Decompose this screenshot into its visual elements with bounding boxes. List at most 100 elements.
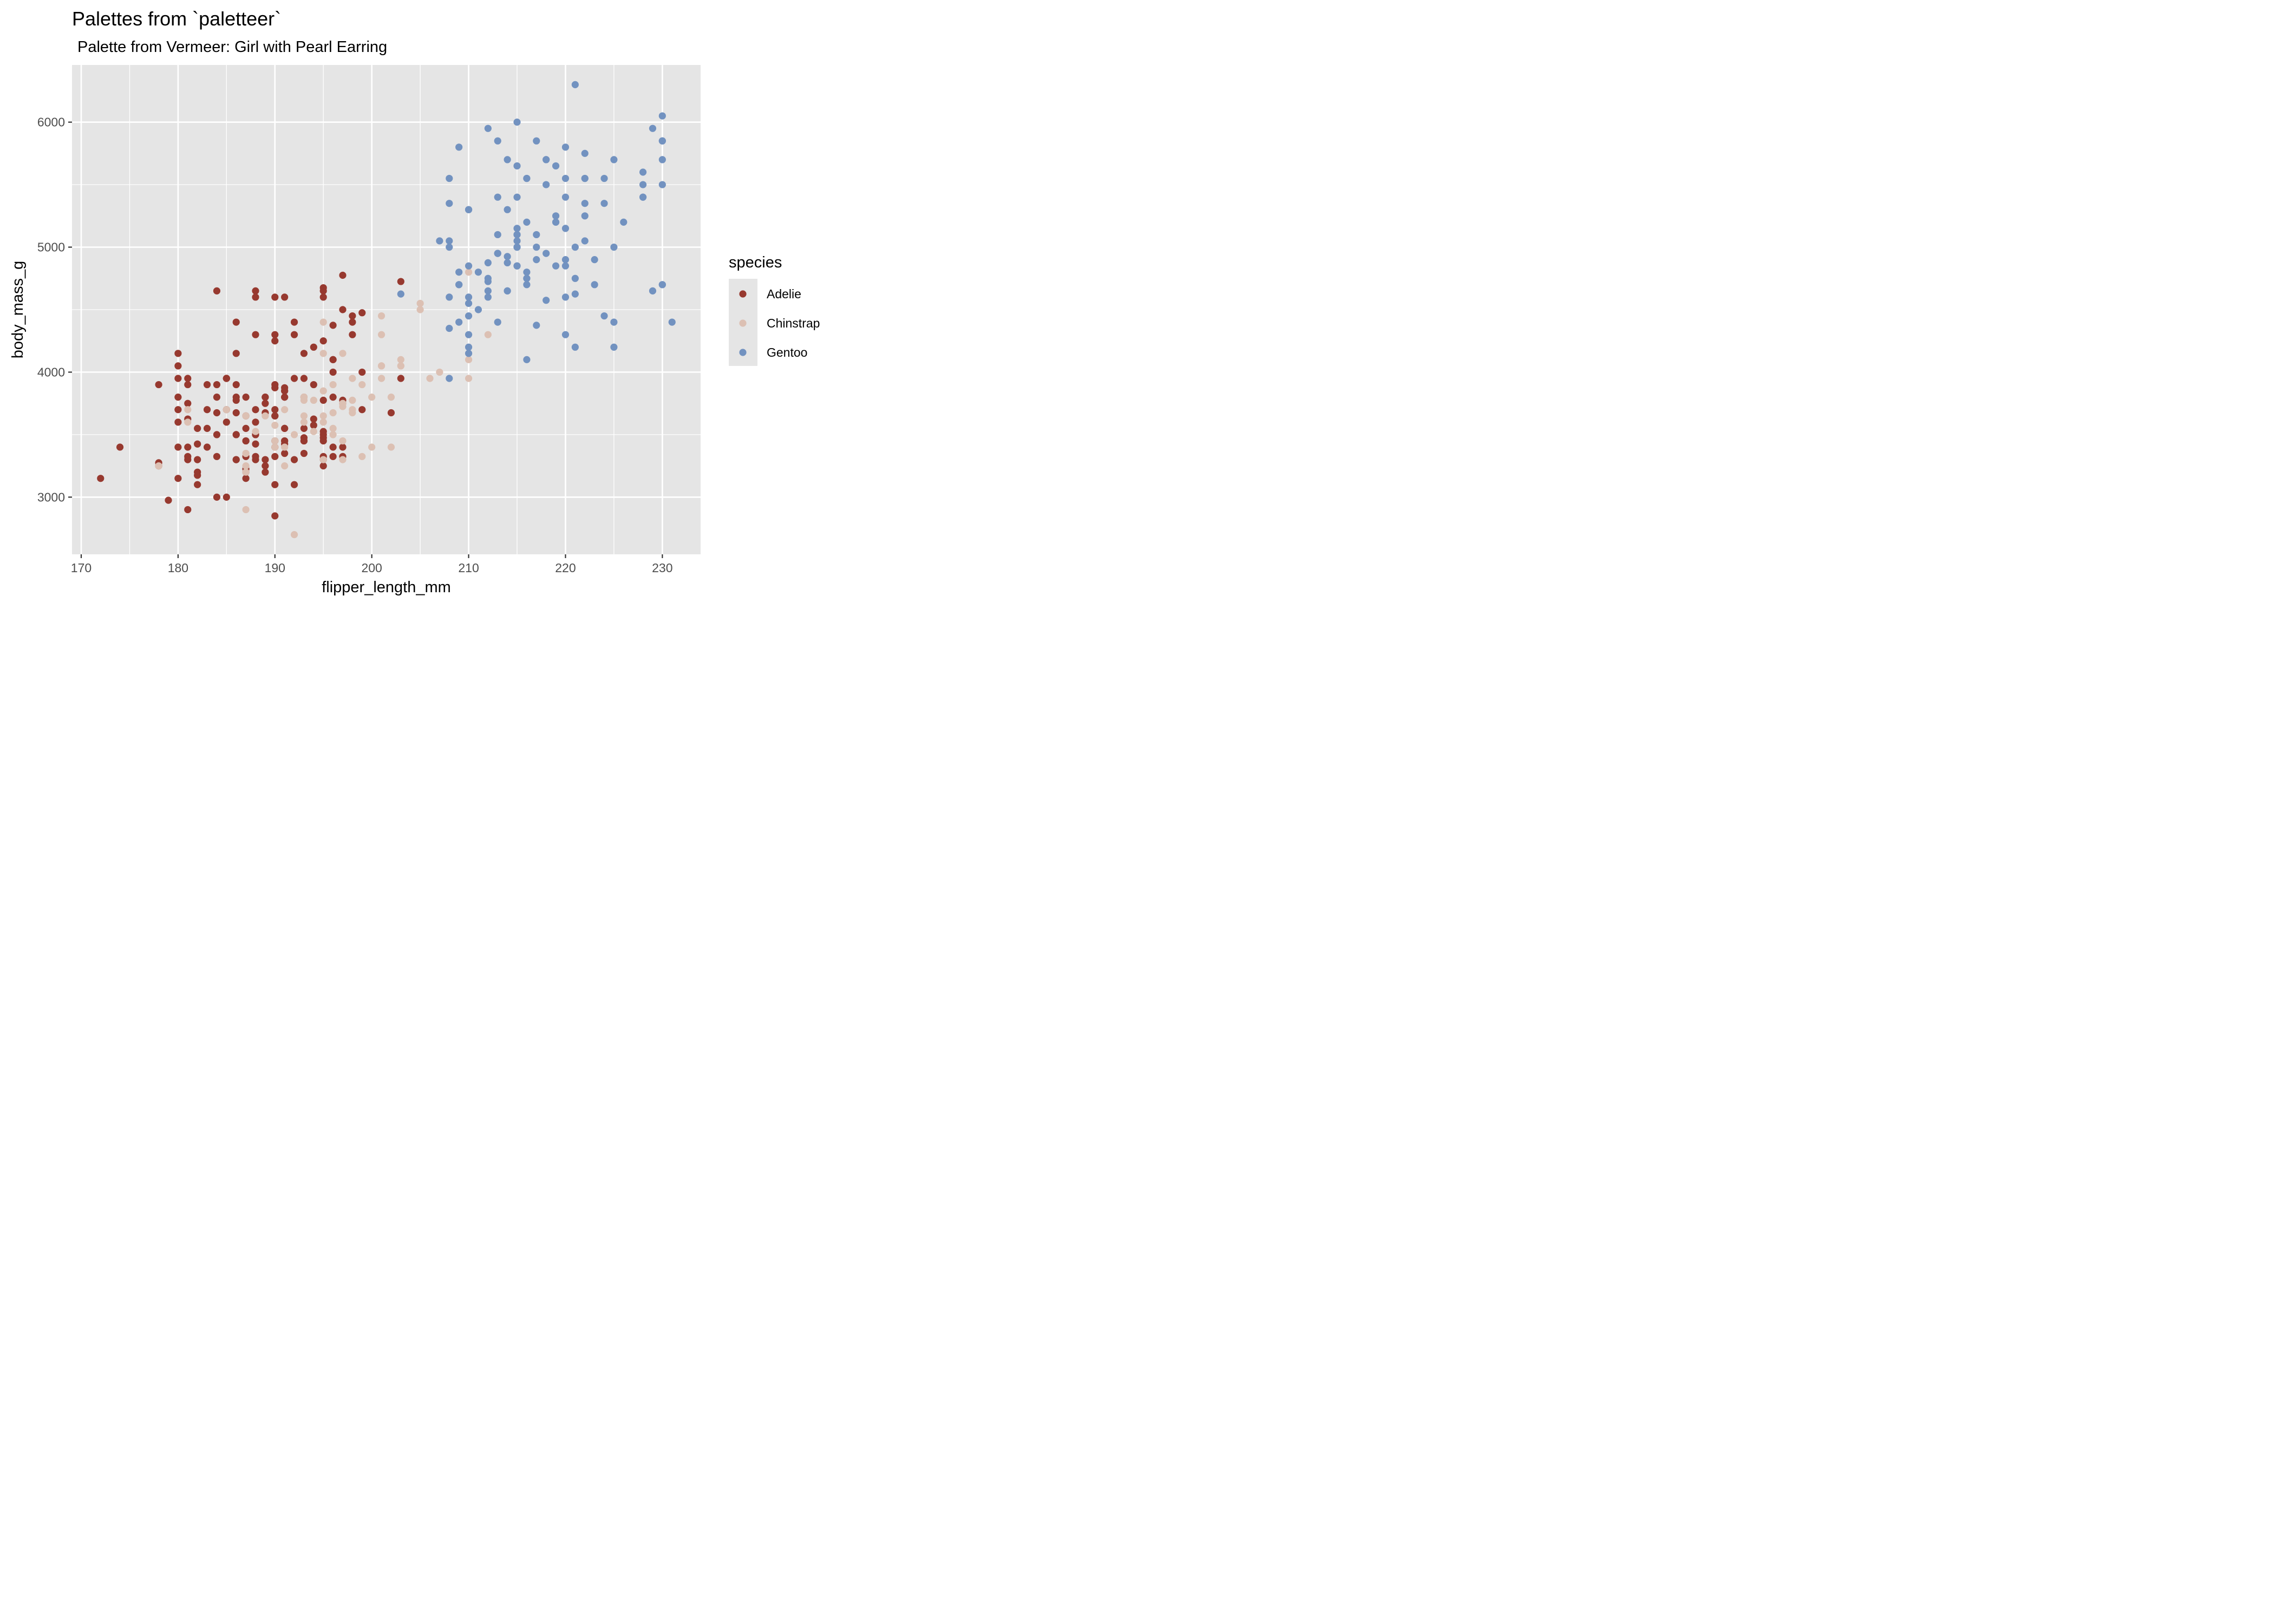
data-point-adelie	[319, 434, 327, 442]
data-point-adelie	[174, 350, 182, 357]
data-point-adelie	[397, 278, 404, 285]
data-point-chinstrap	[290, 531, 298, 539]
data-point-chinstrap	[387, 443, 395, 451]
data-point-adelie	[329, 368, 337, 376]
data-point-adelie	[174, 394, 182, 401]
data-point-adelie	[290, 375, 298, 382]
data-point-adelie	[252, 440, 259, 448]
data-point-gentoo	[446, 325, 453, 332]
data-point-gentoo	[533, 322, 540, 329]
data-point-gentoo	[581, 200, 589, 207]
data-point-adelie	[300, 437, 308, 445]
data-point-chinstrap	[319, 456, 327, 463]
data-point-adelie	[262, 462, 269, 470]
data-point-adelie	[194, 472, 201, 479]
data-point-gentoo	[446, 200, 453, 207]
data-point-gentoo	[658, 181, 666, 188]
data-point-chinstrap	[281, 443, 289, 451]
x-tick-label: 210	[458, 561, 479, 575]
data-point-adelie	[339, 306, 347, 313]
data-point-gentoo	[610, 243, 618, 251]
data-point-gentoo	[600, 200, 608, 207]
data-point-gentoo	[455, 269, 463, 276]
data-point-chinstrap	[397, 362, 404, 370]
data-point-chinstrap	[329, 424, 337, 432]
data-point-adelie	[213, 453, 221, 460]
data-point-gentoo	[513, 231, 521, 239]
data-point-chinstrap	[339, 400, 347, 407]
data-point-adelie	[349, 312, 356, 320]
data-point-chinstrap	[310, 428, 317, 435]
data-point-adelie	[310, 343, 317, 351]
data-point-gentoo	[523, 356, 531, 363]
data-point-adelie	[165, 496, 172, 504]
data-point-gentoo	[455, 143, 463, 151]
data-point-adelie	[281, 424, 289, 432]
data-point-gentoo	[658, 112, 666, 120]
data-point-gentoo	[552, 162, 560, 170]
data-point-adelie	[252, 406, 259, 414]
data-point-gentoo	[552, 262, 560, 270]
data-point-gentoo	[465, 343, 473, 351]
data-point-chinstrap	[262, 412, 269, 420]
legend-title: species	[729, 254, 782, 271]
data-point-gentoo	[561, 174, 570, 182]
data-point-adelie	[232, 350, 240, 357]
data-point-gentoo	[543, 156, 550, 163]
data-point-chinstrap	[271, 421, 279, 429]
data-point-chinstrap	[252, 428, 259, 435]
data-point-chinstrap	[349, 375, 356, 382]
data-point-gentoo	[465, 350, 473, 357]
data-point-adelie	[203, 406, 211, 414]
data-point-adelie	[310, 381, 317, 389]
data-point-gentoo	[523, 269, 531, 276]
data-point-adelie	[194, 440, 201, 448]
data-point-gentoo	[465, 312, 473, 320]
data-point-adelie	[194, 481, 201, 488]
data-point-chinstrap	[339, 456, 347, 463]
data-point-chinstrap	[281, 406, 289, 414]
data-point-chinstrap	[436, 368, 443, 376]
data-point-chinstrap	[397, 356, 404, 363]
data-point-gentoo	[523, 281, 531, 289]
data-point-gentoo	[610, 343, 618, 351]
data-point-chinstrap	[387, 394, 395, 401]
y-axis: 3000 4000 5000 6000	[37, 115, 72, 504]
data-point-adelie	[262, 456, 269, 463]
data-point-gentoo	[455, 281, 463, 289]
data-point-gentoo	[620, 218, 628, 226]
data-point-adelie	[358, 309, 366, 317]
x-tick-label: 170	[71, 561, 92, 575]
data-point-chinstrap	[465, 356, 473, 363]
data-point-gentoo	[658, 137, 666, 145]
legend: species Adelie Chinstrap Gentoo	[729, 254, 820, 366]
data-point-gentoo	[513, 119, 521, 126]
data-point-gentoo	[543, 297, 550, 304]
data-point-gentoo	[513, 243, 521, 251]
data-point-gentoo	[494, 137, 501, 145]
data-point-gentoo	[494, 318, 501, 326]
data-point-adelie	[271, 337, 279, 345]
legend-label-adelie: Adelie	[767, 287, 801, 301]
data-point-adelie	[232, 409, 240, 417]
legend-label-chinstrap: Chinstrap	[767, 316, 820, 330]
data-point-adelie	[300, 350, 308, 357]
data-point-adelie	[194, 424, 201, 432]
data-point-adelie	[271, 331, 279, 338]
data-point-gentoo	[504, 206, 511, 213]
data-point-chinstrap	[281, 462, 289, 470]
data-point-chinstrap	[242, 506, 250, 514]
data-point-adelie	[329, 453, 337, 460]
data-point-chinstrap	[377, 312, 385, 320]
data-point-gentoo	[668, 318, 676, 326]
grid-major	[72, 65, 701, 554]
data-point-chinstrap	[310, 396, 317, 404]
data-point-gentoo	[639, 181, 647, 188]
data-point-adelie	[358, 406, 366, 414]
data-point-gentoo	[543, 250, 550, 257]
data-point-gentoo	[571, 290, 579, 298]
data-point-adelie	[262, 394, 269, 401]
data-point-chinstrap	[329, 431, 337, 438]
data-point-adelie	[349, 331, 356, 338]
data-point-adelie	[242, 394, 250, 401]
